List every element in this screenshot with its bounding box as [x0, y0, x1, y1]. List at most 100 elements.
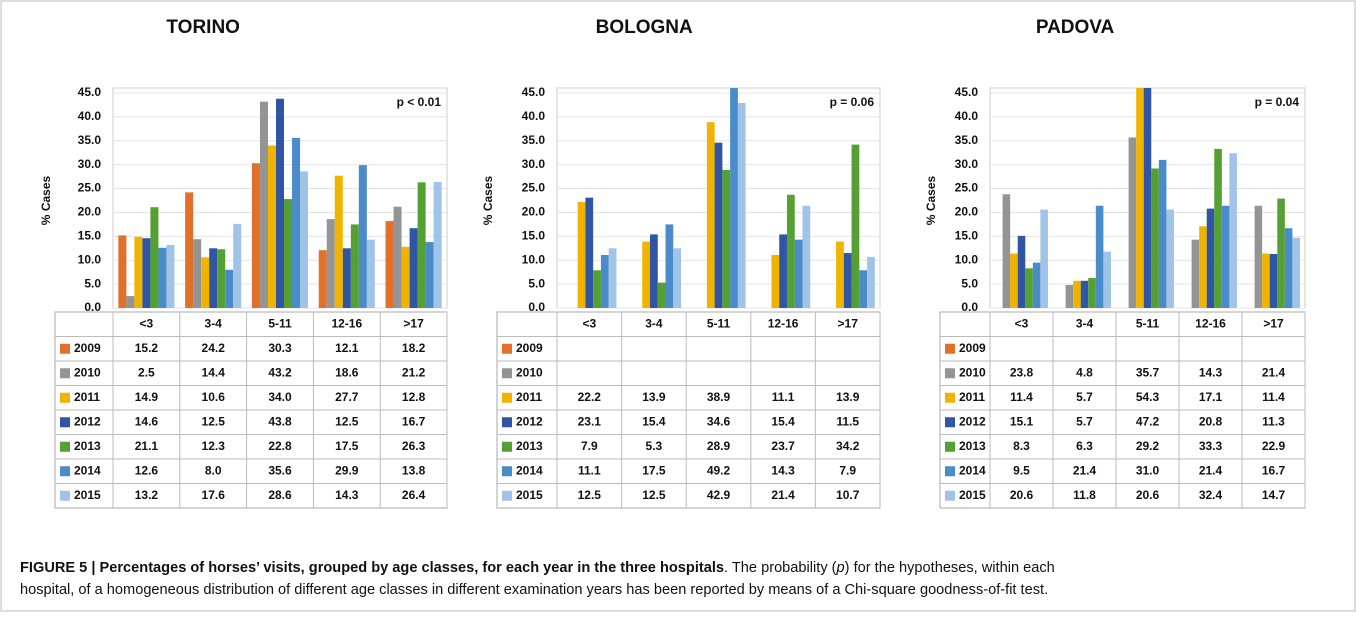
legend-label: 2014: [959, 463, 986, 477]
bar: [1065, 285, 1074, 308]
bar: [126, 296, 135, 308]
y-tick-label: 25.0: [955, 181, 979, 195]
caption-text: . The probability (: [724, 560, 837, 576]
y-tick-label: 35.0: [522, 133, 546, 147]
legend-label: 2013: [959, 439, 986, 453]
legend-label: 2012: [74, 414, 101, 428]
table-value: 8.0: [205, 463, 222, 477]
bar: [193, 239, 202, 308]
annotation: p = 0.06: [830, 95, 875, 109]
bar: [326, 219, 335, 308]
table-value: 42.9: [707, 488, 731, 502]
bar: [593, 270, 601, 308]
bar: [251, 163, 260, 308]
y-axis-label: % Cases: [39, 175, 53, 225]
table-value: 49.2: [707, 463, 731, 477]
table-value: 5.7: [1076, 390, 1093, 404]
bar: [142, 238, 151, 308]
bar: [334, 175, 343, 308]
table-value: 20.6: [1010, 488, 1034, 502]
caption-title: Percentages of horses’ visits, grouped b…: [100, 560, 725, 576]
legend-swatch: [945, 490, 955, 501]
table-value: 54.3: [1136, 390, 1160, 404]
bars: [577, 88, 875, 308]
legend-label: 2015: [74, 488, 101, 502]
legend-swatch: [945, 466, 955, 477]
bar: [1002, 194, 1011, 308]
bar: [1269, 254, 1278, 308]
legend-label: 2013: [516, 439, 543, 453]
y-tick-label: 0.0: [84, 300, 101, 314]
bar: [1040, 209, 1048, 308]
table-value: 35.7: [1136, 365, 1160, 379]
bar: [1158, 159, 1167, 308]
caption-line: hospital, of a homogeneous distribution …: [20, 582, 1048, 598]
legend-swatch: [502, 490, 512, 501]
bars: [118, 98, 442, 308]
bar: [1143, 88, 1152, 308]
legend-label: 2013: [74, 439, 101, 453]
table-value: 12.1: [335, 341, 359, 355]
table-value: 13.9: [642, 390, 666, 404]
bar: [1080, 280, 1089, 308]
table-value: 14.3: [1199, 365, 1223, 379]
chart-title: PADOVA: [1036, 17, 1115, 38]
chart-title: TORINO: [166, 17, 240, 38]
legend-swatch: [502, 392, 512, 403]
bar: [771, 254, 780, 308]
legend-swatch: [502, 368, 512, 379]
bar: [1151, 168, 1159, 308]
y-tick-label: 15.0: [522, 229, 546, 243]
bar: [657, 282, 666, 308]
y-axis-label: % Cases: [924, 175, 938, 225]
x-tick-label: 12-16: [1195, 316, 1226, 330]
bar: [867, 256, 875, 308]
bar: [843, 253, 852, 308]
table-value: 11.3: [1262, 414, 1285, 428]
bar: [1017, 235, 1026, 308]
table-value: 16.7: [402, 414, 426, 428]
bar: [1262, 253, 1270, 308]
table-value: 13.9: [836, 390, 860, 404]
bar: [1166, 209, 1174, 308]
y-tick-label: 40.0: [522, 109, 546, 123]
table-value: 17.5: [642, 463, 666, 477]
bar: [366, 239, 375, 308]
table-value: 21.4: [1262, 365, 1286, 379]
y-tick-label: 20.0: [522, 205, 546, 219]
legend-swatch: [60, 466, 70, 477]
legend-label: 2011: [959, 390, 985, 404]
x-tick-label: >17: [838, 316, 859, 330]
bar: [1073, 280, 1081, 308]
y-tick-label: 40.0: [955, 109, 979, 123]
bar: [1088, 277, 1096, 308]
bar: [1136, 88, 1144, 308]
table-value: 15.4: [642, 414, 666, 428]
table-value: 12.5: [642, 488, 666, 502]
table-value: 22.9: [1262, 439, 1286, 453]
caption-text: p: [836, 560, 845, 576]
legend-swatch: [502, 343, 512, 354]
caption-label: FIGURE 5 |: [20, 560, 95, 576]
table-value: 11.4: [1262, 390, 1285, 404]
legend-swatch: [502, 441, 512, 452]
bar: [1010, 253, 1018, 308]
bar: [786, 194, 795, 308]
chart-title: BOLOGNA: [596, 17, 693, 38]
legend-swatch: [502, 417, 512, 428]
legend-swatch: [60, 392, 70, 403]
legend-label: 2009: [516, 341, 543, 355]
table-value: 11.1: [578, 463, 601, 477]
x-tick-label: 5-11: [268, 316, 292, 330]
table-value: 17.1: [1199, 390, 1223, 404]
table-value: 5.3: [646, 439, 663, 453]
legend-label: 2009: [74, 341, 101, 355]
bar: [673, 248, 682, 308]
legend-label: 2010: [959, 365, 986, 379]
bar: [1032, 262, 1041, 308]
legend-label: 2014: [74, 463, 101, 477]
y-tick-label: 25.0: [78, 181, 102, 195]
bar: [1191, 239, 1200, 308]
table-value: 24.2: [202, 341, 226, 355]
table-value: 14.4: [202, 365, 226, 379]
